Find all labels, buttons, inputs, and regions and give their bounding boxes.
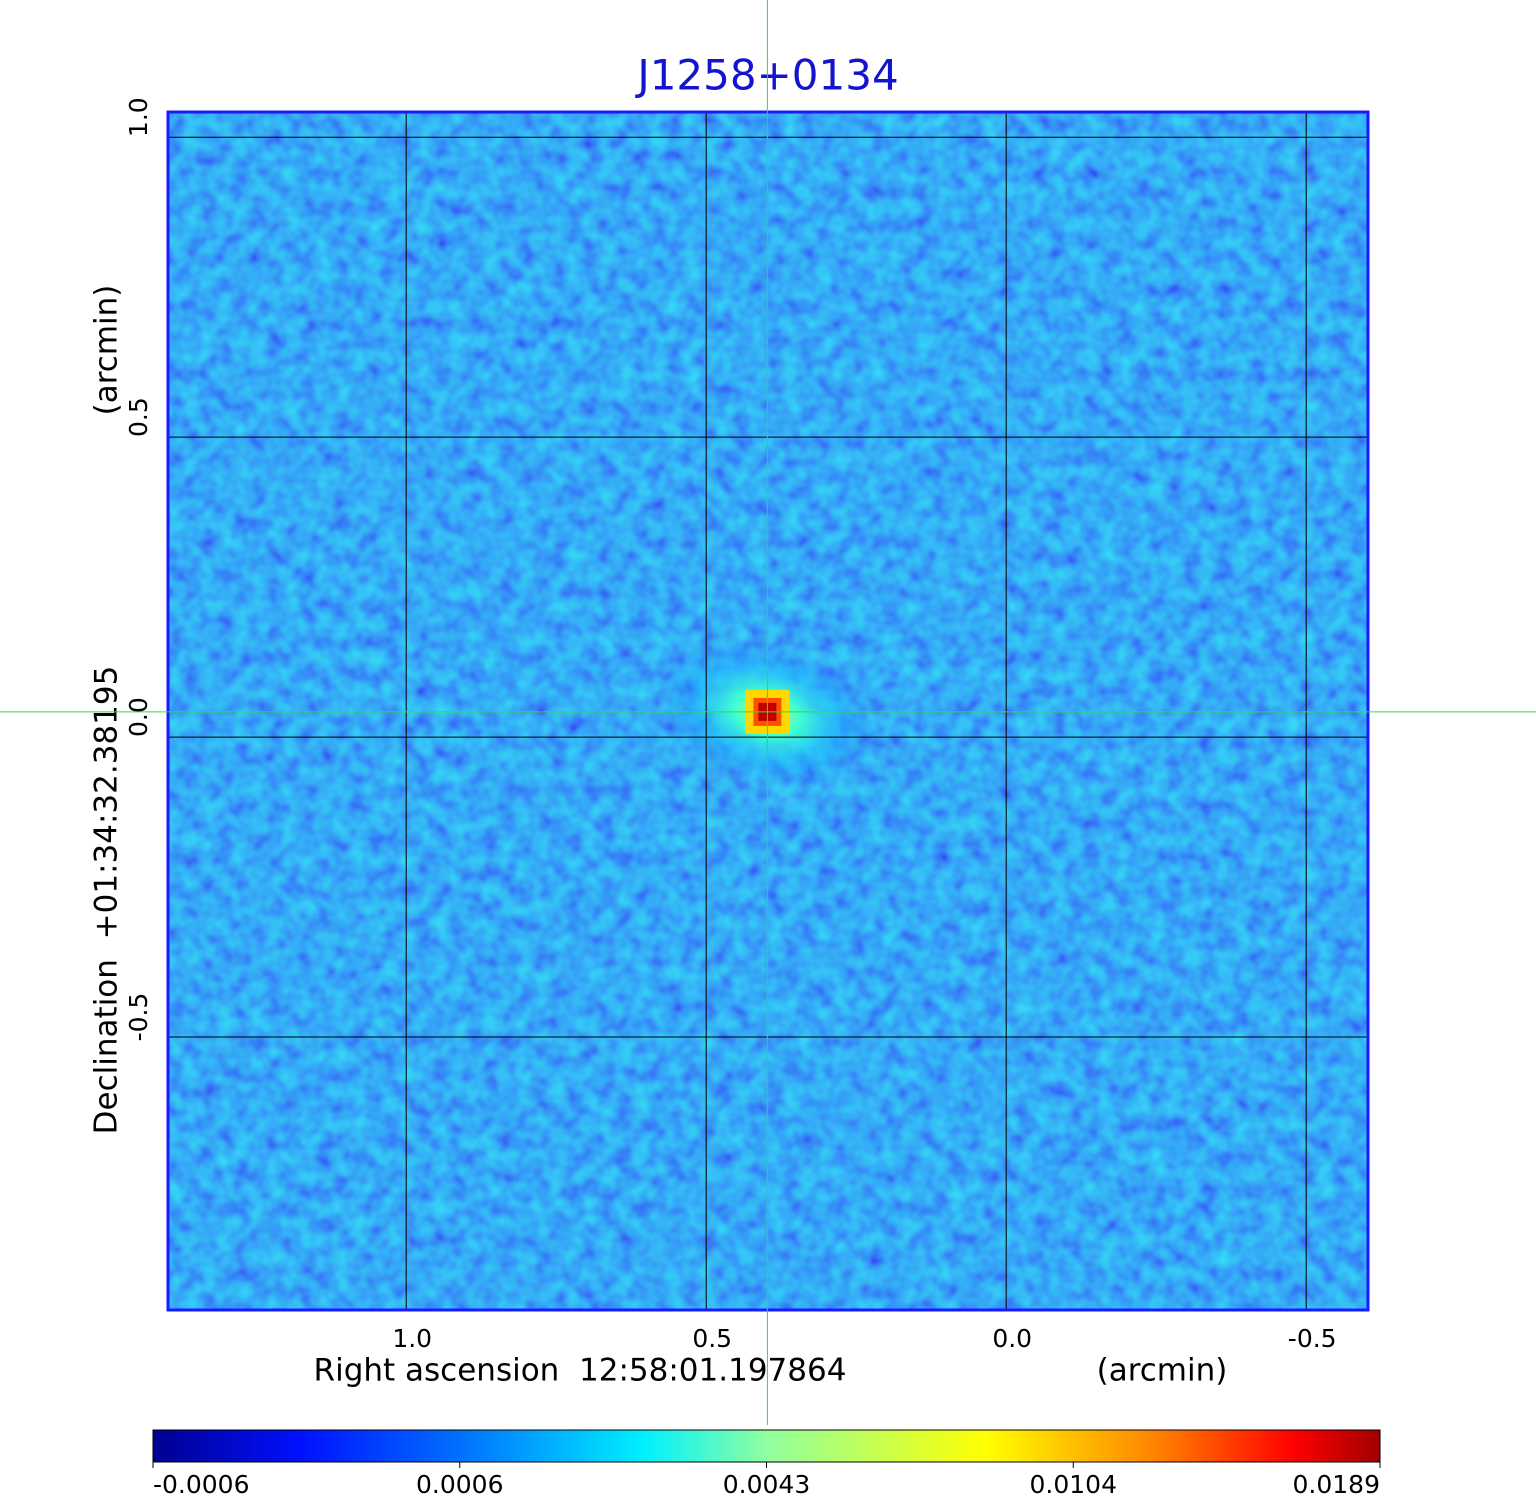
y-tick-label: -0.5 <box>124 993 153 1042</box>
y-tick-label: 1.0 <box>124 97 153 137</box>
y-tick-label: 0.5 <box>124 397 153 437</box>
chart-title: J1258+0134 <box>634 51 898 100</box>
x-axis-unit: (arcmin) <box>1097 1353 1228 1389</box>
colorbar <box>152 1429 1381 1463</box>
colorbar-tick-label: 0.0043 <box>723 1470 810 1499</box>
x-tick-label: 0.0 <box>992 1324 1032 1353</box>
x-tick-label: 1.0 <box>392 1324 432 1353</box>
y-axis-unit: (arcmin) <box>89 285 125 416</box>
colorbar-tick-label: 0.0189 <box>1293 1470 1380 1499</box>
image <box>168 112 1368 1310</box>
x-tick-label: 0.5 <box>692 1324 732 1353</box>
colorbar-tick-label: -0.0006 <box>153 1470 250 1499</box>
grid <box>168 112 1368 1310</box>
y-axis-label: Declination +01:34:32.38195 <box>89 666 125 1135</box>
colorbar-tick-label: 0.0006 <box>416 1470 503 1499</box>
x-axis-label: Right ascension 12:58:01.197864 <box>314 1353 847 1389</box>
y-tick-label: 0.0 <box>124 697 153 737</box>
x-tick-label: -0.5 <box>1288 1324 1337 1353</box>
plot-frame <box>166 110 1370 1312</box>
colorbar-tick-label: 0.0104 <box>1030 1470 1117 1499</box>
